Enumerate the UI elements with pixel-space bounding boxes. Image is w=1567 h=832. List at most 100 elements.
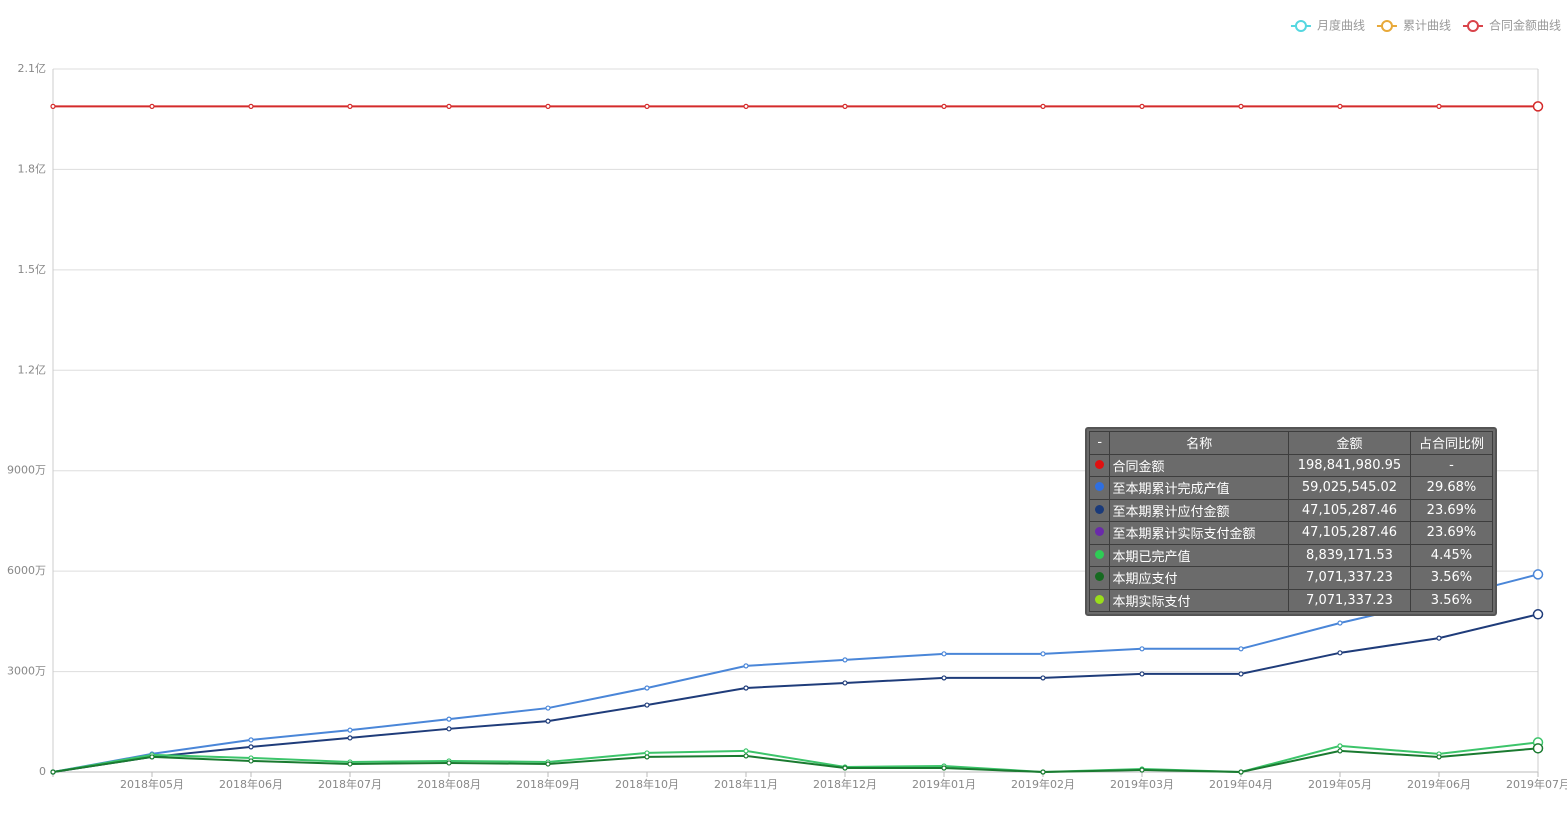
data-point (50, 103, 56, 109)
legend-label: 月度曲线 (1317, 18, 1365, 33)
data-point (1040, 675, 1046, 681)
data-point (743, 103, 749, 109)
tooltip-ratio: 4.45% (1409, 543, 1494, 567)
tooltip-dot (1095, 572, 1105, 582)
tooltip-amount: 7,071,337.23 (1288, 566, 1411, 590)
tooltip-dot (1095, 549, 1105, 559)
data-point (941, 103, 947, 109)
data-point (149, 103, 155, 109)
data-point (1337, 103, 1343, 109)
series-line (52, 741, 1539, 774)
tooltip-ratio: 23.69% (1409, 498, 1494, 522)
tooltip-dot-cell (1088, 588, 1111, 612)
series-line (52, 613, 1539, 773)
tooltip-dot (1095, 504, 1105, 514)
y-tick-label: 1.8亿 (18, 162, 47, 175)
data-point (545, 103, 551, 109)
tooltip-header-cell: 名称 (1109, 431, 1290, 455)
tooltip-dot-cell (1088, 543, 1111, 567)
data-point (1532, 609, 1544, 620)
tooltip-ratio: 3.56% (1409, 566, 1494, 590)
tooltip-name: 至本期累计应付金额 (1109, 498, 1290, 522)
data-point (842, 103, 848, 109)
tooltip-dot-cell (1088, 521, 1111, 545)
data-point (644, 702, 650, 708)
x-tick-label: 2019年03月 (1110, 777, 1174, 791)
x-tick-label: 2019年02月 (1011, 777, 1075, 791)
series-line (52, 747, 1539, 774)
tooltip-table: - 名称 金额 占合同比例 合同金额 198,841,980.95- 至本期累计完成产值 59… (1088, 431, 1494, 612)
tooltip-row: 至本期累计完成产值 59,025,545.02 29.68% (1088, 476, 1494, 500)
data-point (743, 748, 749, 754)
data-point (1238, 646, 1244, 652)
tooltip-row: 至本期累计应付金额 47,105,287.46 23.69% (1088, 498, 1494, 522)
data-point (446, 716, 452, 722)
y-tick-label: 2.1亿 (18, 62, 47, 75)
data-point (1040, 769, 1046, 775)
x-tick-label: 2018年07月 (318, 777, 382, 791)
tooltip-name: 合同金额 (1109, 453, 1290, 477)
data-point (1532, 569, 1544, 580)
data-point (446, 103, 452, 109)
x-tick-label: 2018年12月 (813, 777, 877, 791)
data-point (1238, 671, 1244, 677)
data-point (1139, 103, 1145, 109)
tooltip-name: 本期已完产值 (1109, 543, 1290, 567)
x-tick-label: 2019年05月 (1308, 777, 1372, 791)
tooltip-row: 至本期累计实际支付金额 47,105,287.46 23.69% (1088, 521, 1494, 545)
tooltip-amount: 8,839,171.53 (1288, 543, 1411, 567)
data-point (248, 744, 254, 750)
data-point (347, 761, 353, 767)
tooltip-header-cell: 金额 (1288, 431, 1411, 455)
data-point (347, 735, 353, 741)
tooltip-ratio: - (1409, 453, 1494, 477)
data-point (1337, 620, 1343, 626)
tooltip-header-cell: - (1088, 431, 1111, 455)
tooltip-dot-cell (1088, 566, 1111, 590)
tooltip-dot-cell (1088, 476, 1111, 500)
tooltip-name: 本期应支付 (1109, 566, 1290, 590)
data-point (644, 103, 650, 109)
tooltip-dot (1095, 482, 1105, 492)
data-point (347, 727, 353, 733)
data-point (545, 705, 551, 711)
data-point (1436, 103, 1442, 109)
data-point (941, 765, 947, 771)
data-point (1532, 743, 1544, 754)
data-point (50, 769, 56, 775)
y-tick-label: 0 (39, 765, 46, 778)
series-line (52, 573, 1539, 773)
y-tick-label: 6000万 (7, 564, 46, 577)
tooltip-header-row: - 名称 金额 占合同比例 (1088, 431, 1494, 455)
data-point (1337, 650, 1343, 656)
data-point (1238, 103, 1244, 109)
data-point (1337, 748, 1343, 754)
data-point (446, 760, 452, 766)
data-point (1436, 754, 1442, 760)
tooltip-ratio: 29.68% (1409, 476, 1494, 500)
tooltip-dot (1095, 594, 1105, 604)
data-point (248, 737, 254, 743)
data-point (1337, 743, 1343, 749)
tooltip-dot-cell (1088, 498, 1111, 522)
data-point (644, 685, 650, 691)
data-point (842, 657, 848, 663)
y-tick-label: 3000万 (7, 665, 46, 678)
data-point (347, 103, 353, 109)
legend-icon (1466, 20, 1479, 32)
tooltip-ratio: 23.69% (1409, 521, 1494, 545)
data-point (1238, 769, 1244, 775)
tooltip-row: 合同金额 198,841,980.95- (1088, 453, 1494, 477)
y-tick-label: 9000万 (7, 464, 46, 477)
data-point (743, 753, 749, 759)
data-point (1040, 651, 1046, 657)
data-point (941, 675, 947, 681)
y-tick-label: 1.5亿 (18, 263, 47, 276)
data-point (743, 663, 749, 669)
x-tick-label: 2018年11月 (714, 777, 778, 791)
tooltip-name: 至本期累计完成产值 (1109, 476, 1290, 500)
x-tick-label: 2018年10月 (615, 777, 679, 791)
x-tick-label: 2019年04月 (1209, 777, 1273, 791)
data-point (149, 754, 155, 760)
